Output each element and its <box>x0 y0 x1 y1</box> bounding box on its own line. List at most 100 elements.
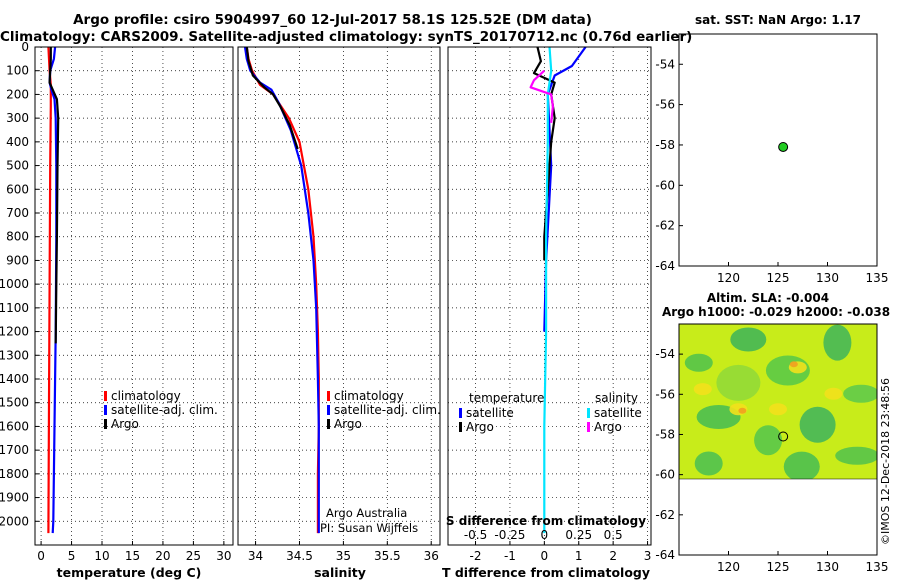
depth-tick-label: 500 <box>6 159 29 173</box>
sla-map-x-tick-label: 130 <box>816 560 839 574</box>
x-tick-label-sal: 34.5 <box>286 549 313 563</box>
temp-legend-swatch <box>104 391 107 401</box>
temp-legend-swatch <box>104 405 107 415</box>
diff-legend-swatch <box>587 408 590 418</box>
sst-map-y-tick-label: -60 <box>655 178 675 192</box>
x-tick-label-diff: -1 <box>504 549 516 563</box>
diff-legend-swatch <box>459 422 462 432</box>
salinity-legend-swatch <box>327 391 330 401</box>
temperature-axis-label: temperature (deg C) <box>57 565 202 580</box>
depth-tick-label: 1500 <box>0 396 29 410</box>
temp-legend-swatch <box>104 419 107 429</box>
temp-legend-label: climatology <box>111 389 181 403</box>
sla-warm-blob <box>824 387 843 400</box>
depth-tick-label: 300 <box>6 111 29 125</box>
salinity-legend-swatch <box>327 405 330 415</box>
sst-map-y-tick-label: -54 <box>655 57 675 71</box>
series-sal-satellite-adj-clim- <box>243 46 320 534</box>
sla-map-title: Altim. SLA: -0.004 <box>707 291 829 305</box>
depth-tick-label: 1400 <box>0 372 29 386</box>
sla-blob <box>716 364 761 401</box>
data-series <box>47 46 789 534</box>
sla-warm-blob <box>693 383 712 396</box>
depth-tick-label: 400 <box>6 135 29 149</box>
x-tick-label-diff: -2 <box>470 549 482 563</box>
s-difference-axis-label: S difference from climatology <box>446 514 646 528</box>
figure-title-line2: Climatology: CARS2009. Satellite-adjuste… <box>0 29 693 45</box>
s-difference-tick-label: 0.25 <box>565 528 592 542</box>
sla-blob <box>696 405 741 429</box>
x-tick-label-temp: 25 <box>186 549 201 563</box>
salinity-legend-label: satellite-adj. clim. <box>334 403 441 417</box>
sla-map-x-tick-label: 135 <box>866 560 889 574</box>
sla-map-subtitle: Argo h1000: -0.029 h2000: -0.038 <box>662 305 890 319</box>
sla-blob <box>843 384 877 403</box>
depth-tick-label: 2000 <box>0 514 29 528</box>
sst-map-x-tick-label: 125 <box>767 271 790 285</box>
x-tick-label-temp: 30 <box>216 549 231 563</box>
series-diff-s-argo <box>529 69 555 124</box>
sla-map-y-tick-label: -62 <box>655 508 675 522</box>
sst-map-y-tick-label: -56 <box>655 98 675 112</box>
sst-map-y-tick-label: -58 <box>655 138 675 152</box>
depth-tick-label: 700 <box>6 206 29 220</box>
x-tick-label-temp: 0 <box>37 549 45 563</box>
depth-tick-label: 0 <box>21 40 29 54</box>
axes-frame-diff <box>447 46 652 546</box>
depth-tick-label: 1700 <box>0 443 29 457</box>
pi-note: PI: Susan Wijffels <box>320 521 418 535</box>
sla-map-y-tick-label: -56 <box>655 387 675 401</box>
sla-map-y-tick-label: -64 <box>655 548 675 562</box>
depth-tick-label: 100 <box>6 64 29 78</box>
x-tick-label-diff: 3 <box>644 549 652 563</box>
sst-map-frame <box>678 33 878 267</box>
salinity-legend-label: climatology <box>334 389 404 403</box>
sla-blob <box>783 451 820 479</box>
axes <box>34 33 878 556</box>
diff-legend-label: satellite <box>594 406 642 420</box>
axes-frame-sal <box>237 46 441 546</box>
x-tick-label-diff: 2 <box>609 549 617 563</box>
sla-map-x-tick-label: 125 <box>767 560 790 574</box>
s-difference-tick-label: 0 <box>541 528 549 542</box>
sla-blob <box>823 324 852 361</box>
sst-map-x-tick-label: 130 <box>816 271 839 285</box>
salinity-legend-label: Argo <box>334 417 362 431</box>
x-tick-label-temp: 10 <box>94 549 109 563</box>
x-tick-label-sal: 35.5 <box>374 549 401 563</box>
salinity-axis-label: salinity <box>314 565 366 580</box>
x-tick-label-sal: 36 <box>424 549 439 563</box>
temp-legend-label: satellite-adj. clim. <box>111 403 218 417</box>
diff-legend-temperature-header: temperature <box>469 391 544 405</box>
series-diff-s-satellite <box>543 46 553 534</box>
figure-title-line1: Argo profile: csiro 5904997_60 12-Jul-20… <box>73 12 592 28</box>
t-difference-axis-label: T difference from climatology <box>442 565 650 580</box>
argo-australia-note: Argo Australia <box>326 506 407 520</box>
s-difference-tick-label: 0.5 <box>604 528 623 542</box>
sla-map-x-tick-label: 120 <box>717 560 740 574</box>
sla-warm-blob <box>769 403 787 416</box>
depth-tick-label: 1900 <box>0 491 29 505</box>
axes-frame-temp <box>34 46 234 546</box>
gridlines <box>35 46 651 545</box>
sla-hot-blob <box>738 407 747 414</box>
series-temp-climatology <box>47 46 52 534</box>
depth-tick-label: 600 <box>6 182 29 196</box>
series-sal-argo <box>245 46 299 150</box>
s-difference-tick-label: -0.5 <box>464 528 487 542</box>
diff-legend-label: Argo <box>594 420 622 434</box>
depth-tick-label: 1600 <box>0 419 29 433</box>
sst-map-x-tick-label: 120 <box>717 271 740 285</box>
diff-legend-swatch <box>587 422 590 432</box>
salinity-legend-swatch <box>327 419 330 429</box>
x-tick-label-sal: 35 <box>336 549 351 563</box>
x-tick-label-temp: 15 <box>125 549 140 563</box>
temp-legend-label: Argo <box>111 417 139 431</box>
x-tick-label-diff: 1 <box>575 549 583 563</box>
x-tick-label-temp: 20 <box>155 549 170 563</box>
sst-map-y-tick-label: -62 <box>655 219 675 233</box>
depth-tick-label: 1300 <box>0 348 29 362</box>
sla-blob <box>684 353 713 372</box>
depth-tick-label: 800 <box>6 230 29 244</box>
sla-map-profile-point <box>778 431 789 442</box>
